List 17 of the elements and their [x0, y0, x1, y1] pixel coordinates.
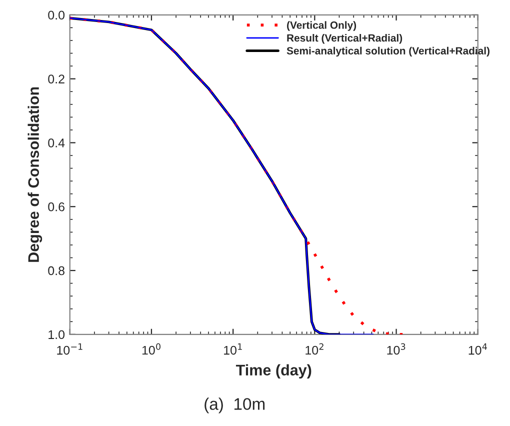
x-tick-label: 10$^{2}$: [306, 343, 324, 355]
y-tick-label: 0.6: [48, 202, 64, 212]
legend-label: (Vertical Only): [287, 21, 356, 31]
x-tick-label: 10$^{−1}$: [57, 343, 82, 355]
x-tick-label: 10$^{4}$: [468, 343, 487, 355]
legend-label: Result (Vertical+Radial): [287, 34, 402, 44]
y-tick-label: 0.0: [48, 10, 65, 20]
y-tick-label: 0.2: [48, 74, 64, 84]
text: (a) 10m: [204, 398, 265, 414]
y-axis-title: Degree of Consolidation: [28, 87, 42, 262]
x-tick-label: 10$^{1}$: [224, 343, 242, 355]
x-tick-label: 10$^{3}$: [387, 343, 406, 355]
y-tick-label: 1.0: [48, 330, 65, 340]
x-tick-label: 10$^{0}$: [142, 343, 160, 355]
y-tick-label: 0.4: [48, 138, 65, 148]
y-tick-label: 0.8: [48, 266, 64, 276]
x-axis-title: Time (day): [236, 364, 312, 379]
